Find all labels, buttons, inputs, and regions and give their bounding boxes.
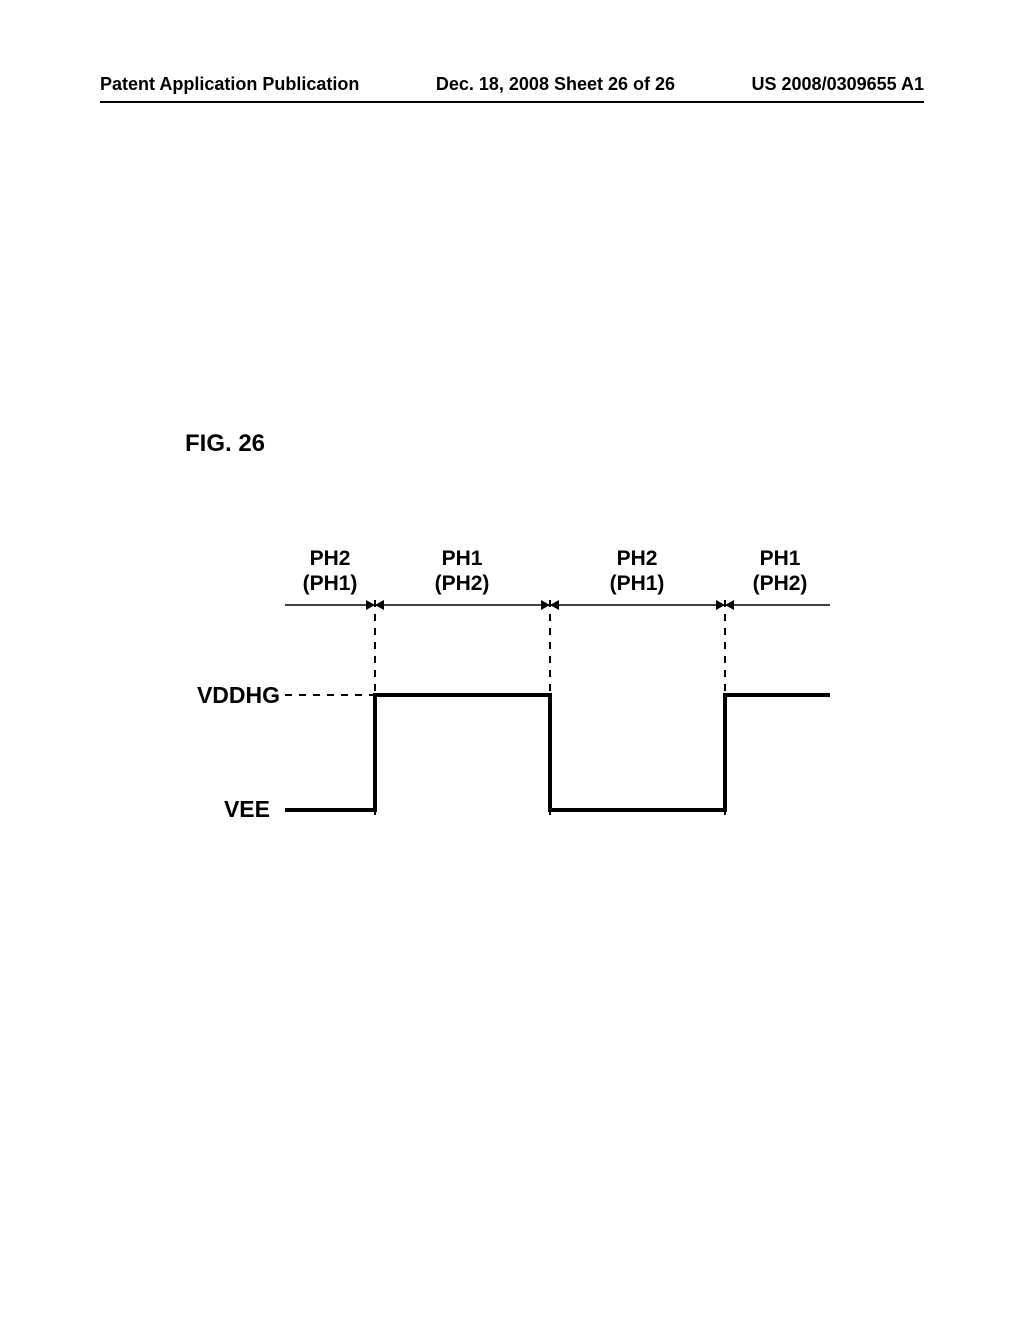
waveform: [285, 695, 830, 810]
phase-3-top: PH1: [760, 547, 801, 570]
voltage-low-label: VEE: [224, 796, 270, 822]
phase-1-arrow-right: [541, 600, 550, 610]
header-left: Patent Application Publication: [100, 74, 359, 95]
header-center: Dec. 18, 2008 Sheet 26 of 26: [436, 74, 675, 95]
phase-2-arrow-right: [716, 600, 725, 610]
header-right: US 2008/0309655 A1: [752, 74, 924, 95]
phase-0-bottom: (PH1): [303, 572, 358, 595]
phase-3-bottom: (PH2): [753, 572, 808, 595]
phase-2-top: PH2: [617, 547, 658, 570]
phase-1-arrow-left: [375, 600, 384, 610]
phase-3-arrow-left: [725, 600, 734, 610]
header-rule: [100, 101, 924, 103]
phase-2-bottom: (PH1): [610, 572, 665, 595]
phase-2-arrow-left: [550, 600, 559, 610]
timing-svg: PH2 (PH1) PH1 (PH2) PH2 (PH1) PH1 (PH2) …: [190, 545, 870, 845]
voltage-high-label: VDDHG: [197, 682, 280, 708]
phase-0-arrow-right: [366, 600, 375, 610]
phase-1-bottom: (PH2): [435, 572, 490, 595]
phase-1-top: PH1: [442, 547, 483, 570]
figure-label: FIG. 26: [185, 430, 265, 458]
phase-0-top: PH2: [310, 547, 351, 570]
timing-diagram: PH2 (PH1) PH1 (PH2) PH2 (PH1) PH1 (PH2) …: [190, 545, 870, 845]
patent-header: Patent Application Publication Dec. 18, …: [0, 74, 1024, 103]
